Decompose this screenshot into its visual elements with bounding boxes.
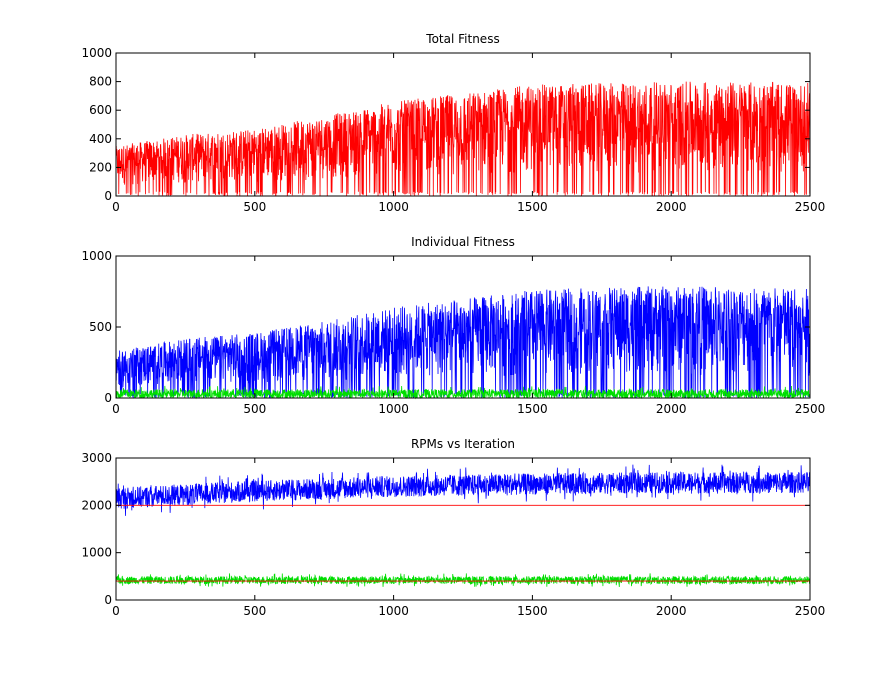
x-tick-label: 2000 (656, 604, 687, 618)
x-tick-label: 0 (112, 402, 120, 416)
y-tick-label: 0 (104, 189, 112, 203)
y-tick-label: 0 (104, 391, 112, 405)
series-line-2 (115, 385, 810, 400)
y-tick-label: 3000 (81, 451, 112, 465)
y-tick-label: 500 (89, 320, 112, 334)
subplot-individual-fitness: Individual Fitness 0 500 1000 1500 2000 25000… (81, 235, 825, 416)
series-line-1 (115, 81, 811, 197)
y-tick-label: 200 (89, 160, 112, 174)
series-layer (115, 464, 811, 587)
x-tick-label: 1000 (378, 604, 409, 618)
y-tick-label: 0 (104, 593, 112, 607)
y-tick-label: 1000 (81, 546, 112, 560)
x-tick-label: 2500 (795, 604, 826, 618)
x-tick-label: 0 (112, 604, 120, 618)
y-tick-label: 400 (89, 132, 112, 146)
tick-layer: 0 500 1000 1500 2000 2500 0 200 400 600 800 1000 (81, 46, 825, 214)
y-tick-label: 1000 (81, 46, 112, 60)
x-tick-label: 2000 (656, 200, 687, 214)
x-tick-label: 500 (243, 604, 266, 618)
subplot-total-fitness: Total Fitness 0 500 1000 1500 2000 2500 0 200 40… (81, 32, 825, 214)
x-tick-label: 2500 (795, 200, 826, 214)
x-tick-label: 1000 (378, 402, 409, 416)
tick-layer: 0 500 1000 1500 2000 2500 0 1000 2000 3000 (81, 451, 825, 618)
chart-title: Individual Fitness (411, 235, 515, 249)
x-tick-label: 2500 (795, 402, 826, 416)
x-tick-label: 1000 (378, 200, 409, 214)
axes-frame (115, 52, 811, 197)
tick-layer: 0 500 1000 1500 2000 2500 0 500 1000 (81, 249, 825, 416)
x-tick-label: 2000 (656, 402, 687, 416)
series-layer (115, 286, 811, 400)
y-tick-label: 600 (89, 103, 112, 117)
series-line-1 (115, 464, 811, 516)
series-line-1 (115, 286, 811, 399)
x-tick-label: 1500 (517, 402, 548, 416)
x-tick-label: 500 (243, 402, 266, 416)
x-tick-label: 500 (243, 200, 266, 214)
y-tick-label: 2000 (81, 498, 112, 512)
x-tick-label: 1500 (517, 604, 548, 618)
subplot-rpms-vs-iteration: RPMs vs Iteration 0 500 1000 1500 2000 2500 0 1… (81, 437, 825, 618)
axes-frame (115, 255, 811, 399)
x-tick-label: 1500 (517, 200, 548, 214)
y-tick-label: 1000 (81, 249, 112, 263)
axes-frame (115, 457, 811, 601)
chart-title: Total Fitness (425, 32, 499, 46)
y-tick-label: 800 (89, 75, 112, 89)
series-line-3 (115, 573, 810, 587)
series-layer (115, 81, 811, 197)
chart-title: RPMs vs Iteration (411, 437, 515, 451)
x-tick-label: 0 (112, 200, 120, 214)
